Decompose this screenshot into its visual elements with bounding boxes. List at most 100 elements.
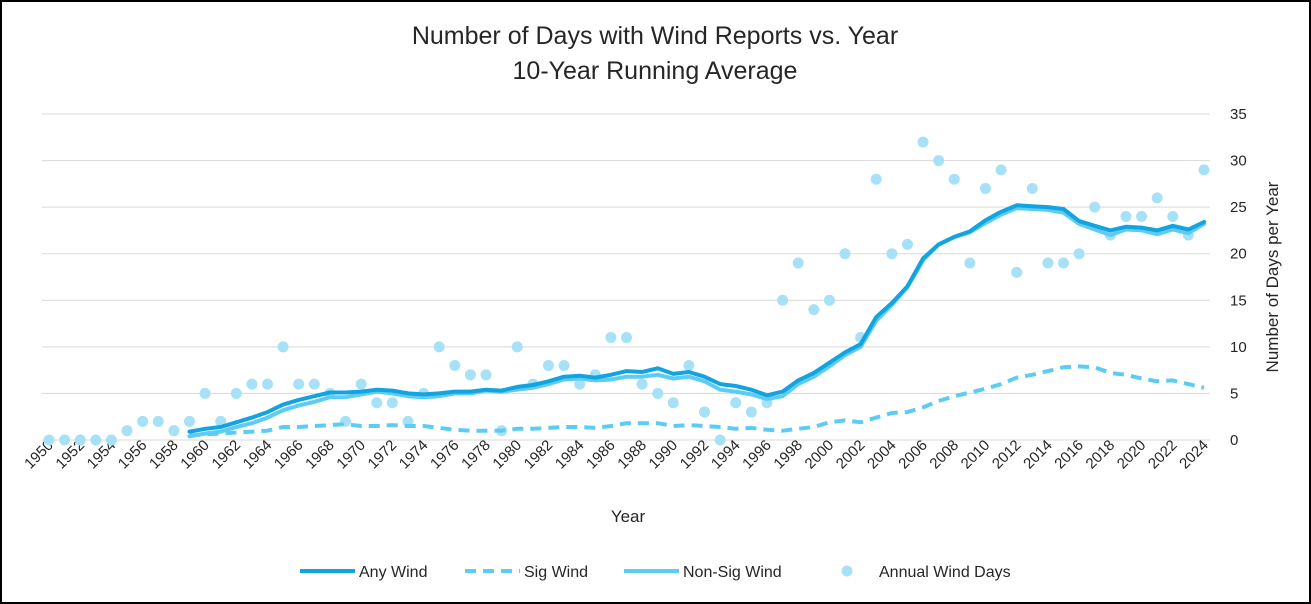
x-tick-label: 1984 bbox=[552, 437, 588, 473]
y-axis-label: Number of Days per Year bbox=[1263, 181, 1282, 372]
x-tick-label: 1956 bbox=[115, 437, 151, 473]
x-tick-label: 1988 bbox=[614, 437, 650, 473]
annual-wind-day-point bbox=[511, 341, 523, 353]
annual-wind-day-point bbox=[308, 378, 320, 390]
annual-wind-day-point bbox=[652, 387, 664, 399]
annual-wind-day-point bbox=[542, 359, 554, 371]
x-tick-label: 2014 bbox=[1020, 437, 1056, 473]
x-tick-label: 2022 bbox=[1145, 437, 1181, 473]
x-tick-label: 1980 bbox=[489, 437, 525, 473]
annual-wind-day-point bbox=[59, 434, 71, 446]
annual-wind-day-point bbox=[105, 434, 117, 446]
x-tick-label: 2024 bbox=[1176, 437, 1212, 473]
annual-wind-day-point bbox=[433, 341, 445, 353]
x-tick-label: 1974 bbox=[396, 437, 432, 473]
annual-wind-day-point bbox=[371, 397, 383, 409]
x-tick-label: 2000 bbox=[802, 437, 838, 473]
annual-wind-day-point bbox=[277, 341, 289, 353]
annual-wind-day-point bbox=[745, 406, 757, 418]
y-tick-label: 5 bbox=[1230, 385, 1238, 402]
annual-wind-day-point bbox=[948, 173, 960, 185]
series-line-sig-wind bbox=[189, 364, 1205, 438]
annual-wind-day-point bbox=[699, 406, 711, 418]
y-tick-label: 30 bbox=[1230, 153, 1247, 170]
x-tick-label: 2002 bbox=[833, 437, 869, 473]
annual-wind-day-point bbox=[1073, 248, 1085, 260]
x-tick-label: 1994 bbox=[708, 437, 744, 473]
annual-wind-day-point bbox=[995, 164, 1007, 176]
annual-wind-day-point bbox=[43, 434, 55, 446]
annual-wind-day-point bbox=[199, 387, 211, 399]
legend-swatch-annual-wind-days bbox=[841, 565, 853, 577]
annual-wind-day-point bbox=[464, 369, 476, 381]
x-tick-label: 1982 bbox=[521, 437, 557, 473]
x-tick-label: 1990 bbox=[646, 437, 682, 473]
annual-wind-day-point bbox=[74, 434, 86, 446]
annual-wind-day-point bbox=[964, 257, 976, 269]
y-tick-label: 25 bbox=[1230, 199, 1247, 216]
annual-wind-day-point bbox=[121, 425, 133, 437]
annual-wind-day-point bbox=[152, 415, 164, 427]
annual-wind-day-point bbox=[1136, 210, 1148, 222]
annual-wind-day-point bbox=[168, 425, 180, 437]
x-tick-label: 2012 bbox=[989, 437, 1025, 473]
x-tick-label: 1976 bbox=[427, 437, 463, 473]
series-lines bbox=[187, 203, 1206, 439]
annual-wind-day-point bbox=[355, 378, 367, 390]
legend-label-non-sig-wind: Non-Sig Wind bbox=[683, 564, 782, 581]
annual-wind-day-point bbox=[183, 415, 195, 427]
series-line-any-wind bbox=[187, 203, 1206, 434]
y-tick-label: 0 bbox=[1230, 432, 1238, 449]
annual-wind-day-point bbox=[1151, 192, 1163, 204]
annual-wind-day-point bbox=[262, 378, 274, 390]
x-axis-ticks: 1950195219541956195819601962196419661968… bbox=[21, 437, 1212, 473]
annual-wind-day-point bbox=[714, 434, 726, 446]
annual-wind-day-point bbox=[901, 238, 913, 250]
annual-wind-day-point bbox=[933, 155, 945, 167]
x-tick-label: 2016 bbox=[1051, 437, 1087, 473]
annual-wind-day-point bbox=[137, 415, 149, 427]
x-tick-label: 1978 bbox=[458, 437, 494, 473]
x-tick-label: 1964 bbox=[240, 437, 276, 473]
series-line-non-sig-wind bbox=[187, 206, 1206, 439]
x-tick-label: 2006 bbox=[895, 437, 931, 473]
legend: Any Wind Sig Wind Non-Sig Wind Annual Wi… bbox=[300, 564, 1011, 581]
annual-wind-day-point bbox=[1011, 266, 1023, 278]
x-tick-label: 1958 bbox=[146, 437, 182, 473]
annual-wind-day-point bbox=[293, 378, 305, 390]
x-tick-label: 1962 bbox=[209, 437, 245, 473]
legend-label-sig-wind: Sig Wind bbox=[524, 564, 588, 581]
chart-title: Number of Days with Wind Reports vs. Yea… bbox=[412, 22, 898, 50]
y-axis-ticks: 0 5 10 15 20 25 30 35 bbox=[1230, 106, 1247, 449]
legend-label-any-wind: Any Wind bbox=[359, 564, 427, 581]
annual-wind-day-point bbox=[886, 248, 898, 260]
x-tick-label: 1992 bbox=[677, 437, 713, 473]
x-tick-label: 1960 bbox=[177, 437, 213, 473]
x-tick-label: 1998 bbox=[770, 437, 806, 473]
annual-wind-day-point bbox=[667, 397, 679, 409]
y-tick-label: 15 bbox=[1230, 292, 1247, 309]
chart-subtitle: 10-Year Running Average bbox=[513, 57, 798, 85]
annual-wind-day-point bbox=[1042, 257, 1054, 269]
x-tick-label: 1970 bbox=[333, 437, 369, 473]
annual-wind-day-point bbox=[574, 378, 586, 390]
annual-wind-day-point bbox=[683, 359, 695, 371]
gridlines bbox=[42, 113, 1210, 441]
x-tick-label: 2018 bbox=[1083, 437, 1119, 473]
annual-wind-day-point bbox=[230, 387, 242, 399]
annual-wind-day-point bbox=[605, 332, 617, 344]
annual-wind-day-point bbox=[449, 359, 461, 371]
annual-wind-day-point bbox=[1120, 210, 1132, 222]
x-tick-label: 1968 bbox=[302, 437, 338, 473]
annual-wind-day-point bbox=[792, 257, 804, 269]
annual-wind-day-point bbox=[1167, 210, 1179, 222]
x-tick-label: 2010 bbox=[958, 437, 994, 473]
annual-wind-day-point bbox=[1058, 257, 1070, 269]
y-tick-label: 10 bbox=[1230, 339, 1247, 356]
y-tick-label: 35 bbox=[1230, 106, 1247, 123]
annual-wind-day-point bbox=[870, 173, 882, 185]
annual-wind-day-point bbox=[1198, 164, 1210, 176]
annual-wind-day-point bbox=[90, 434, 102, 446]
